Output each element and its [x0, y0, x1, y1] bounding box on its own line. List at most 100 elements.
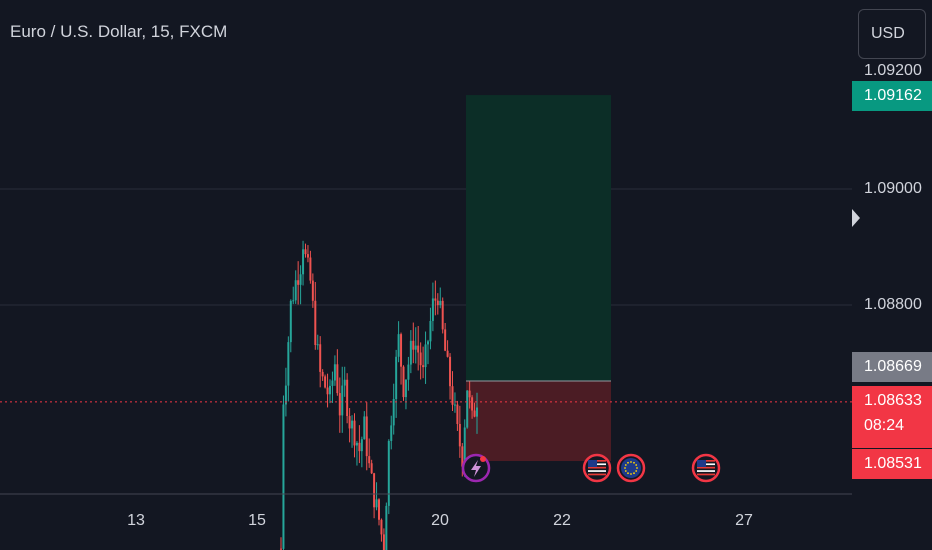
candle[interactable] — [363, 416, 366, 440]
candle[interactable] — [476, 407, 478, 417]
candle[interactable] — [395, 356, 398, 400]
candle[interactable] — [358, 442, 361, 452]
candle[interactable] — [309, 257, 312, 281]
candle[interactable] — [336, 364, 339, 394]
candle[interactable] — [451, 386, 454, 405]
current-price-label: 1.08633 08:24 — [852, 386, 932, 448]
candle[interactable] — [419, 352, 422, 366]
candle[interactable] — [468, 390, 471, 398]
stop-zone[interactable] — [466, 380, 611, 462]
candle[interactable] — [314, 300, 317, 345]
candle[interactable] — [436, 300, 439, 306]
scroll-right-icon[interactable] — [852, 209, 860, 227]
candle[interactable] — [392, 399, 395, 426]
us-flag-icon[interactable] — [582, 453, 612, 483]
candle[interactable] — [348, 416, 351, 429]
lightning-icon[interactable] — [461, 453, 491, 483]
current-price-value: 1.08633 — [864, 392, 922, 409]
candle[interactable] — [287, 342, 290, 386]
candle[interactable] — [441, 300, 444, 330]
candle[interactable] — [473, 410, 476, 417]
candle[interactable] — [463, 427, 466, 467]
candle[interactable] — [319, 344, 322, 372]
candle[interactable] — [373, 473, 376, 508]
candle[interactable] — [282, 404, 285, 549]
candle[interactable] — [360, 439, 363, 452]
target-price-label: 1.09162 — [852, 81, 932, 111]
candle[interactable] — [446, 350, 449, 357]
candle[interactable] — [302, 249, 305, 275]
candle[interactable] — [299, 274, 302, 285]
candle[interactable] — [402, 366, 405, 398]
candle[interactable] — [341, 385, 344, 416]
candle[interactable] — [333, 364, 336, 381]
candle[interactable] — [397, 334, 400, 357]
candle[interactable] — [444, 329, 447, 351]
currency-button[interactable]: USD — [858, 9, 926, 59]
candle[interactable] — [453, 404, 456, 406]
us-flag-icon[interactable] — [691, 453, 721, 483]
candle[interactable] — [324, 376, 327, 388]
candle[interactable] — [380, 519, 383, 535]
candle[interactable] — [385, 505, 388, 550]
candle[interactable] — [439, 300, 442, 306]
candle[interactable] — [471, 397, 474, 411]
candle[interactable] — [414, 345, 417, 350]
candle[interactable] — [355, 442, 358, 446]
eu-flag-icon[interactable] — [616, 453, 646, 483]
candle[interactable] — [424, 344, 427, 368]
candle[interactable] — [412, 340, 415, 350]
candle[interactable] — [306, 254, 309, 258]
x-axis-date: 13 — [127, 512, 145, 529]
candle[interactable] — [417, 345, 420, 353]
candle[interactable] — [316, 344, 319, 346]
candle[interactable] — [292, 300, 295, 302]
candle[interactable] — [466, 390, 469, 428]
candle[interactable] — [400, 334, 403, 367]
candle[interactable] — [284, 385, 287, 405]
candle[interactable] — [429, 320, 432, 342]
candle[interactable] — [365, 416, 368, 457]
candle[interactable] — [409, 340, 412, 365]
candle[interactable] — [338, 393, 341, 416]
candle[interactable] — [343, 379, 346, 386]
candle[interactable] — [382, 534, 385, 550]
candle[interactable] — [407, 364, 410, 380]
candle[interactable] — [427, 341, 429, 345]
candle[interactable] — [311, 280, 314, 301]
candle[interactable] — [378, 499, 380, 520]
x-axis-date: 20 — [431, 512, 449, 529]
candle[interactable] — [351, 420, 354, 429]
candle[interactable] — [422, 365, 425, 368]
candle[interactable] — [449, 356, 452, 387]
candle[interactable] — [331, 380, 334, 386]
candle[interactable] — [431, 298, 434, 321]
candle[interactable] — [353, 420, 356, 446]
candle[interactable] — [321, 371, 324, 377]
candle[interactable] — [390, 425, 393, 441]
candle[interactable] — [458, 423, 461, 447]
grid-lines — [0, 188, 852, 306]
candle[interactable] — [375, 499, 378, 508]
candle[interactable] — [387, 440, 390, 506]
candle[interactable] — [368, 456, 371, 464]
candle[interactable] — [370, 463, 373, 474]
event-markers[interactable] — [461, 453, 721, 483]
candle[interactable] — [456, 404, 459, 424]
candle[interactable] — [280, 548, 282, 550]
target-zone[interactable] — [466, 95, 611, 381]
candle[interactable] — [461, 446, 464, 467]
candle[interactable] — [294, 280, 297, 301]
y-axis-tick-top: 1.09200 — [864, 62, 922, 76]
candle[interactable] — [297, 280, 300, 285]
candle[interactable] — [346, 379, 349, 417]
candle[interactable] — [434, 298, 437, 301]
entry-price-label: 1.08669 — [852, 352, 932, 382]
candle[interactable] — [329, 385, 331, 395]
candle[interactable] — [304, 249, 307, 255]
candle[interactable] — [289, 300, 292, 343]
candle[interactable] — [326, 387, 329, 395]
candle[interactable] — [404, 379, 407, 398]
candles[interactable] — [280, 240, 478, 550]
